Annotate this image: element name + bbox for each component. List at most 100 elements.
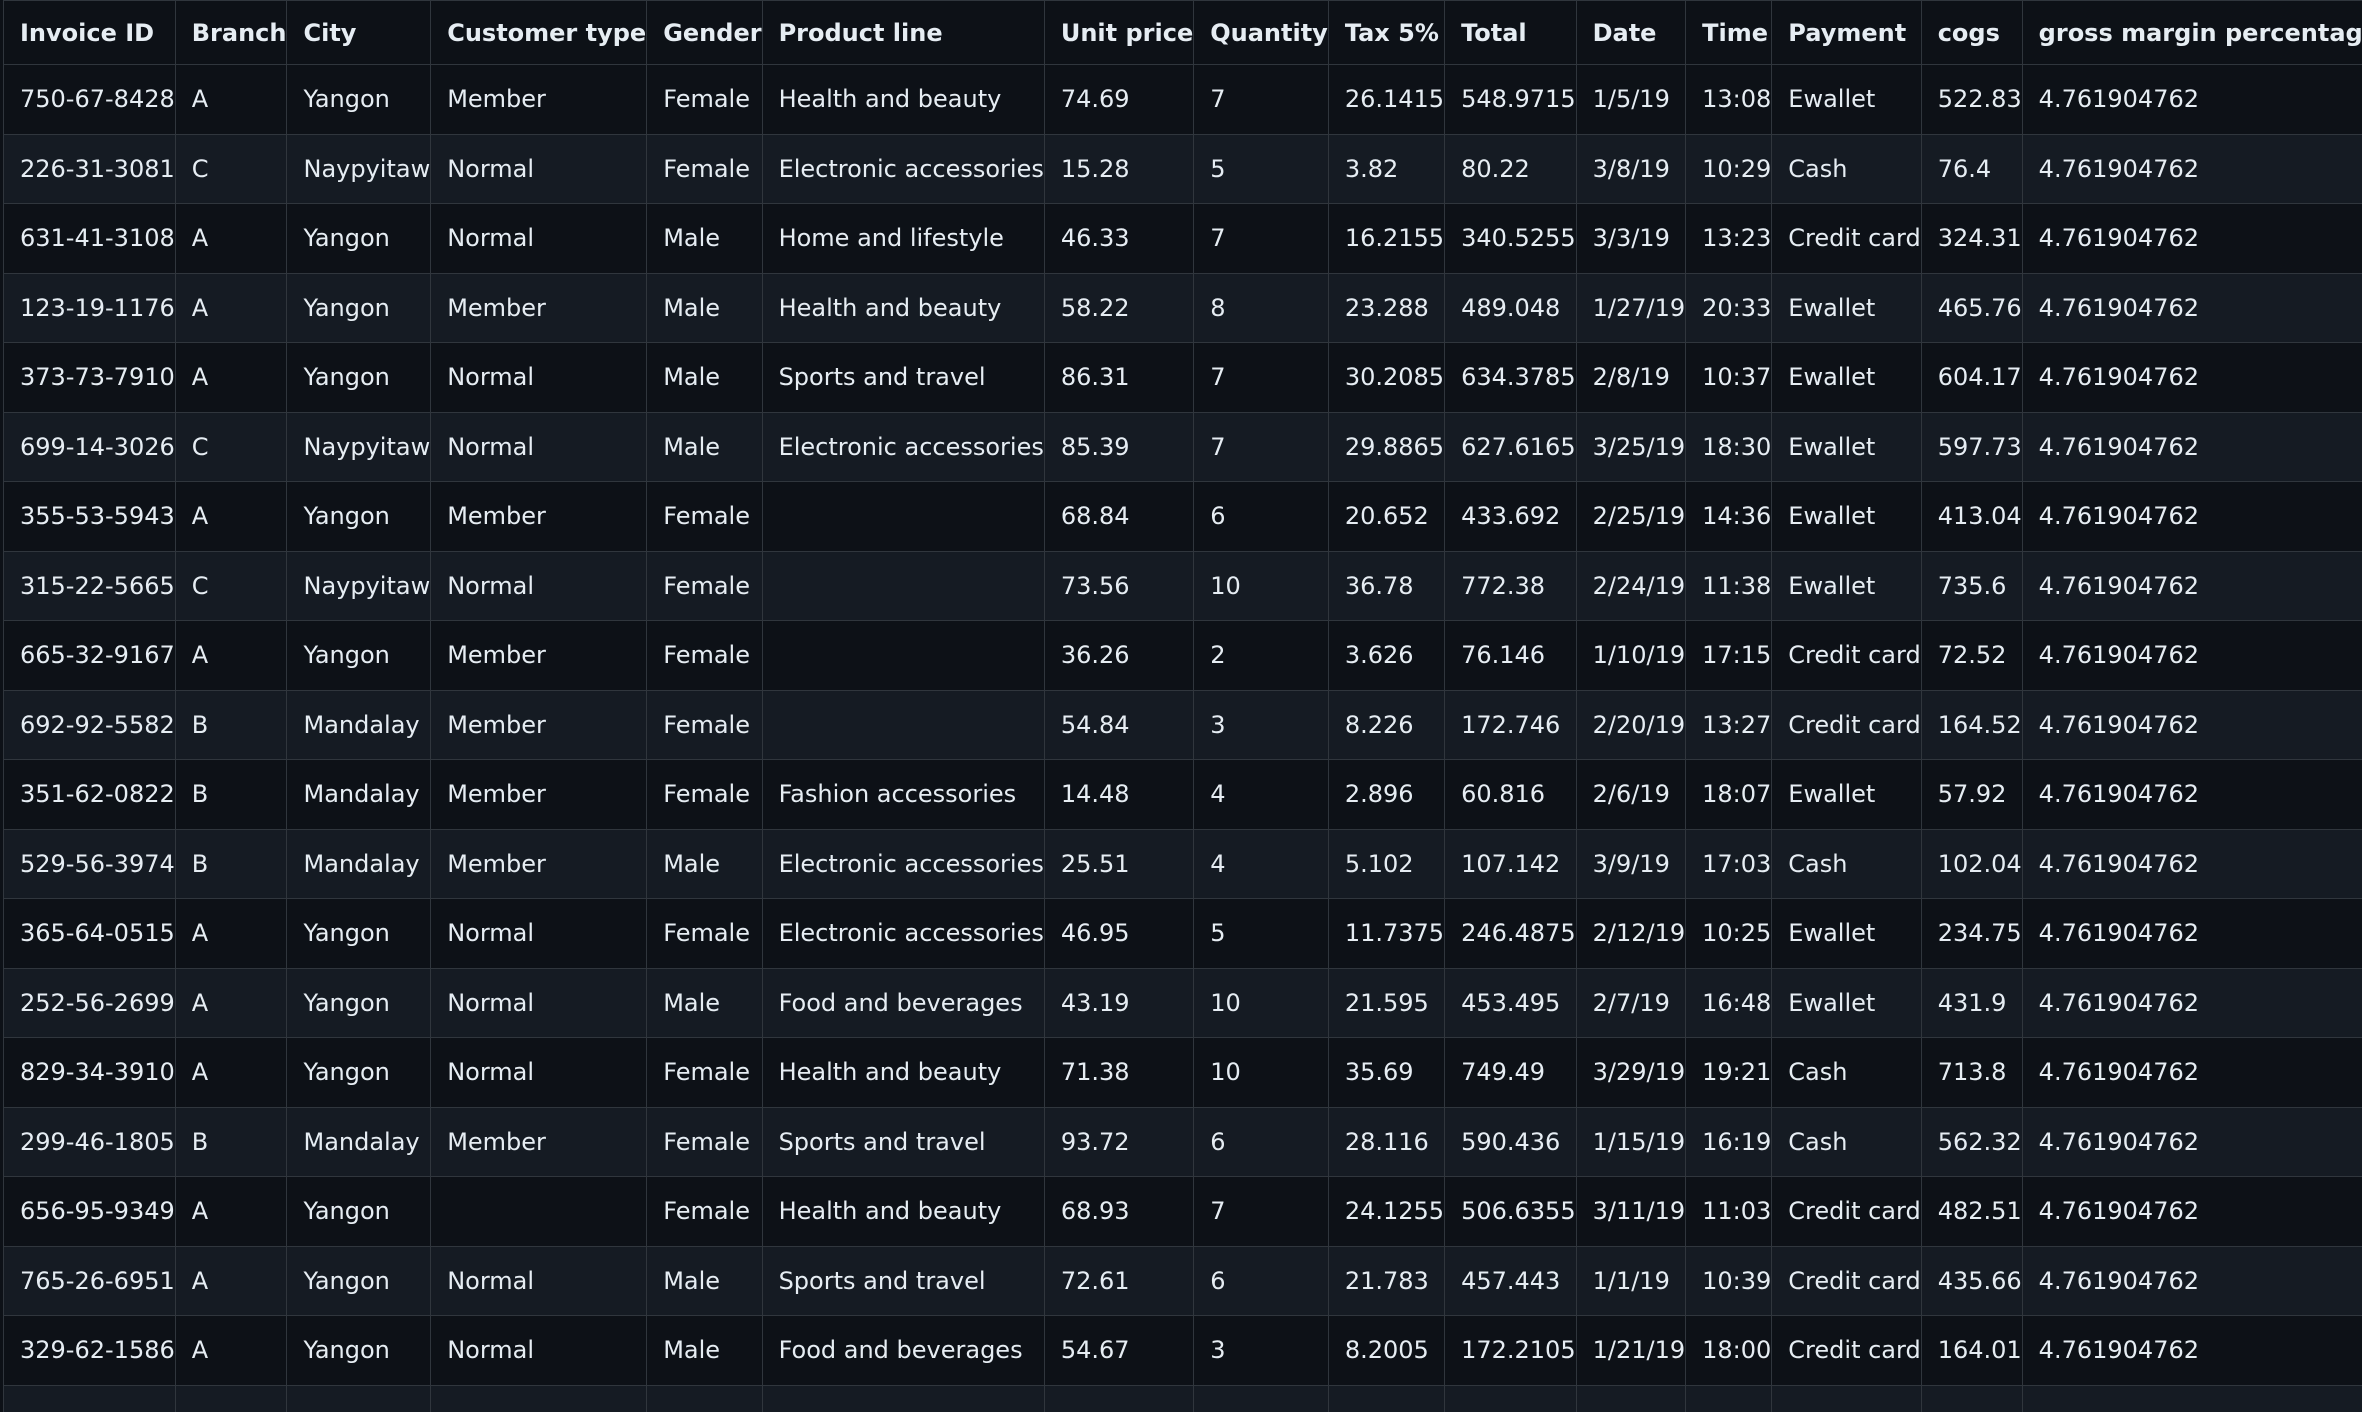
column-header[interactable]: Time bbox=[1685, 0, 1773, 65]
table-cell: Home and lifestyle bbox=[761, 203, 1045, 274]
column-header[interactable]: Invoice ID bbox=[3, 0, 176, 65]
table-cell: 3.82 bbox=[1327, 133, 1446, 204]
table-cell: 4.761904762 bbox=[2021, 620, 2362, 691]
table-cell bbox=[1920, 1384, 2023, 1412]
table-cell: Yangon bbox=[286, 1315, 432, 1386]
table-cell: 80.22 bbox=[1444, 133, 1577, 204]
column-header[interactable]: Tax 5% bbox=[1327, 0, 1446, 65]
table-cell: 365-64-0515 bbox=[3, 898, 176, 969]
table-cell: 74.69 bbox=[1043, 64, 1195, 135]
table-cell: 3/25/19 bbox=[1575, 411, 1687, 482]
table-cell: Yangon bbox=[286, 620, 432, 691]
table-cell: 246.4875 bbox=[1444, 898, 1577, 969]
table-cell: 172.746 bbox=[1444, 689, 1577, 760]
table-cell: Normal bbox=[430, 898, 648, 969]
table-cell: 506.6355 bbox=[1444, 1176, 1577, 1247]
table-cell: Yangon bbox=[286, 1245, 432, 1316]
column-header[interactable]: Customer type bbox=[430, 0, 648, 65]
column-header[interactable]: Branch bbox=[174, 0, 288, 65]
table-cell: Male bbox=[646, 203, 763, 274]
table-cell: 315-22-5665 bbox=[3, 550, 176, 621]
table-row: 665-32-9167 A Yangon Member Female 36.26 2 3.62… bbox=[3, 620, 2362, 691]
column-header[interactable]: Payment bbox=[1771, 0, 1922, 65]
table-cell: 18:07 bbox=[1685, 759, 1773, 830]
table-cell: 4.761904762 bbox=[2021, 342, 2362, 413]
table-cell: 355-53-5943 bbox=[3, 481, 176, 552]
table-cell: Ewallet bbox=[1771, 411, 1922, 482]
table-cell: 18:30 bbox=[1685, 411, 1773, 482]
table-cell: 68.84 bbox=[1043, 481, 1195, 552]
table-cell: 604.17 bbox=[1920, 342, 2023, 413]
table-cell: 25.51 bbox=[1043, 828, 1195, 899]
table-cell: C bbox=[174, 411, 288, 482]
table-cell: A bbox=[174, 1176, 288, 1247]
table-row: 355-53-5943 A Yangon Member Female 68.84 6 20.6… bbox=[3, 481, 2362, 552]
table-cell: Member bbox=[430, 689, 648, 760]
table-cell bbox=[1193, 1384, 1329, 1412]
column-header[interactable]: Unit price bbox=[1043, 0, 1195, 65]
table-row: 656-95-9349 A Yangon Female Health and beaut… bbox=[3, 1176, 2362, 1247]
table-cell: 665-32-9167 bbox=[3, 620, 176, 691]
table-cell: 164.52 bbox=[1920, 689, 2023, 760]
table-cell: 10 bbox=[1193, 550, 1329, 621]
column-header[interactable]: gross margin percentage bbox=[2021, 0, 2362, 65]
table-cell: 433.692 bbox=[1444, 481, 1577, 552]
table-cell: Female bbox=[646, 689, 763, 760]
table-cell: 772.38 bbox=[1444, 550, 1577, 621]
table-row: 692-92-5582 B Mandalay Member Female 54.84 3 8.… bbox=[3, 689, 2362, 760]
table-cell bbox=[761, 689, 1045, 760]
table-cell: Ewallet bbox=[1771, 759, 1922, 830]
table-cell: Normal bbox=[430, 411, 648, 482]
column-header[interactable]: Total bbox=[1444, 0, 1577, 65]
table-cell: 21.783 bbox=[1327, 1245, 1446, 1316]
table-cell: Ewallet bbox=[1771, 481, 1922, 552]
column-header[interactable]: Gender bbox=[646, 0, 763, 65]
table-cell: 1/27/19 bbox=[1575, 272, 1687, 343]
table-cell: 68.93 bbox=[1043, 1176, 1195, 1247]
table-cell: 36.26 bbox=[1043, 620, 1195, 691]
table-row: 329-62-1586 A Yangon Normal Male Food and bev… bbox=[3, 1315, 2362, 1386]
table-cell: 634.3785 bbox=[1444, 342, 1577, 413]
table-cell: 750-67-8428 bbox=[3, 64, 176, 135]
table-cell: 30.2085 bbox=[1327, 342, 1446, 413]
table-cell: 43.19 bbox=[1043, 967, 1195, 1038]
table-cell: 4.761904762 bbox=[2021, 828, 2362, 899]
table-cell: Normal bbox=[430, 1245, 648, 1316]
table-row: 529-56-3974 B Mandalay Member Male Electronic… bbox=[3, 828, 2362, 899]
table-cell: B bbox=[174, 1106, 288, 1177]
table-cell: Cash bbox=[1771, 1037, 1922, 1108]
table-cell: Member bbox=[430, 272, 648, 343]
table-cell: 4 bbox=[1193, 828, 1329, 899]
table-cell: 10:39 bbox=[1685, 1245, 1773, 1316]
table-cell: 692-92-5582 bbox=[3, 689, 176, 760]
table-cell: Health and beauty bbox=[761, 1176, 1045, 1247]
table-cell: Female bbox=[646, 550, 763, 621]
table-cell: 735.6 bbox=[1920, 550, 2023, 621]
table-cell: 699-14-3026 bbox=[3, 411, 176, 482]
table-cell: 1/21/19 bbox=[1575, 1315, 1687, 1386]
table-cell: 431.9 bbox=[1920, 967, 2023, 1038]
table-row: 631-41-3108 A Yangon Normal Male Home and lif… bbox=[3, 203, 2362, 274]
table-cell: 590.436 bbox=[1444, 1106, 1577, 1177]
table-cell: 58.22 bbox=[1043, 272, 1195, 343]
table-cell: 20.652 bbox=[1327, 481, 1446, 552]
table-cell: 4.761904762 bbox=[2021, 967, 2362, 1038]
table-cell: 3/8/19 bbox=[1575, 133, 1687, 204]
table-cell: 3/3/19 bbox=[1575, 203, 1687, 274]
table-cell: A bbox=[174, 481, 288, 552]
table-cell: 29.8865 bbox=[1327, 411, 1446, 482]
table-cell: 73.56 bbox=[1043, 550, 1195, 621]
table-cell: A bbox=[174, 342, 288, 413]
column-header[interactable]: Product line bbox=[761, 0, 1045, 65]
column-header[interactable]: Quantity bbox=[1193, 0, 1329, 65]
column-header[interactable]: City bbox=[286, 0, 432, 65]
column-header[interactable]: Date bbox=[1575, 0, 1687, 65]
table-cell: 548.9715 bbox=[1444, 64, 1577, 135]
table-cell: Yangon bbox=[286, 898, 432, 969]
table-cell: 351-62-0822 bbox=[3, 759, 176, 830]
table-cell: Credit card bbox=[1771, 689, 1922, 760]
table-cell: 10 bbox=[1193, 1037, 1329, 1108]
column-header[interactable]: cogs bbox=[1920, 0, 2023, 65]
table-cell: Female bbox=[646, 759, 763, 830]
